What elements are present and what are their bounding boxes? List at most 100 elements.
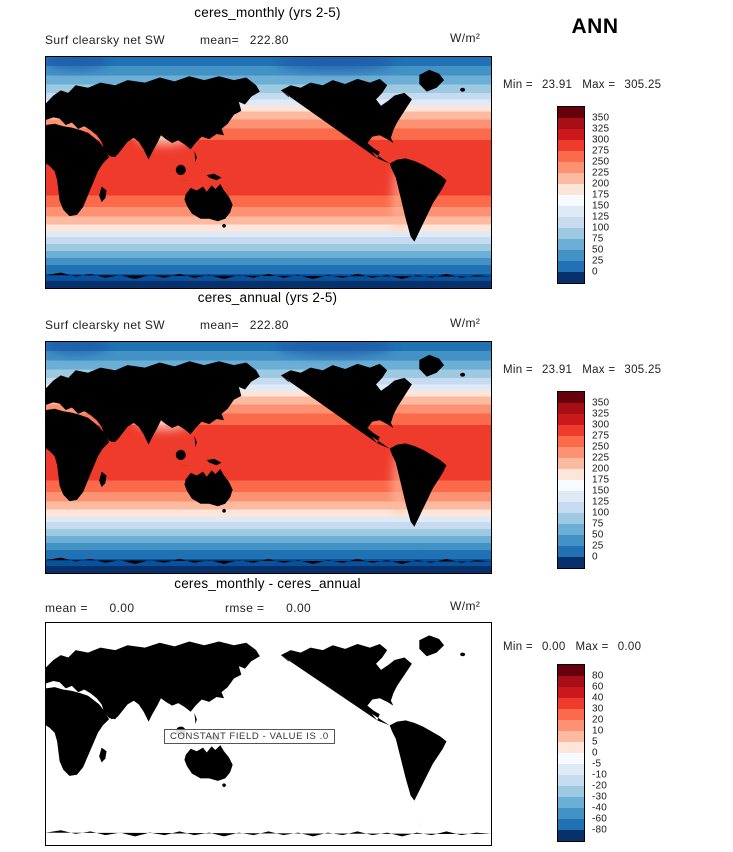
colorbar-segment (558, 458, 584, 469)
colorbar-tick-label: -20 (592, 780, 608, 792)
colorbar-segment (558, 107, 584, 118)
panel3-rmse-label: rmse = (225, 601, 265, 615)
colorbar-segment (558, 819, 584, 830)
colorbar-segment (558, 491, 584, 502)
map-dark-patch-arctic (277, 57, 394, 71)
panel1-units-label: W/m² (450, 31, 481, 45)
colorbar-tick-label: 40 (592, 692, 604, 704)
colorbar-tick-label: 80 (592, 670, 604, 682)
colorbar-tick-label: 125 (592, 496, 610, 508)
colorbar-tick-label: 300 (592, 134, 610, 146)
colorbar-segment (558, 217, 584, 228)
coastlines-svg (46, 69, 491, 280)
panel2-mean-value: 222.80 (249, 318, 289, 332)
panel3-mean-value: 0.00 (109, 601, 135, 615)
colorbar-segment (558, 272, 584, 283)
panel1-mean-label: mean= (200, 33, 240, 47)
colorbar-tick-label: 150 (592, 485, 610, 497)
colorbar-tick-label: 25 (592, 255, 604, 267)
colorbar-segment (558, 140, 584, 151)
panel3-max-label: Max = (575, 641, 609, 653)
colorbar-tick-label: 275 (592, 145, 610, 157)
panel2-mean: mean= 222.80 (200, 318, 289, 332)
colorbar-tick-label: 0 (592, 266, 598, 278)
panel1-field-label: Surf clearsky net SW (45, 33, 166, 47)
colorbar-segment (558, 502, 584, 513)
panel3-title: ceres_monthly - ceres_annual (174, 576, 361, 591)
colorbar-tick-label: -40 (592, 802, 608, 814)
panel1-title: ceres_monthly (yrs 2-5) (194, 5, 341, 20)
colorbar-segment (558, 173, 584, 184)
colorbar-tick-label: 325 (592, 408, 610, 420)
panel3-minmax: Min = 0.00 Max = 0.00 (503, 641, 641, 653)
colorbar-segment (558, 403, 584, 414)
colorbar-tick-label: 0 (592, 551, 598, 563)
colorbar-segment (558, 151, 584, 162)
colorbar-segment (558, 436, 584, 447)
colorbar-tick-label: 60 (592, 681, 604, 693)
colorbar-tick-label: 20 (592, 714, 604, 726)
colorbar-blocks (557, 664, 585, 842)
colorbar-tick-label: 225 (592, 452, 610, 464)
map-ceres-annual (45, 341, 492, 574)
map-pale-patch-andes (393, 450, 405, 516)
panel2-min-label: Min = (503, 364, 533, 376)
colorbar-segment (558, 469, 584, 480)
colorbar-segment (558, 184, 584, 195)
map-ceres-monthly (45, 56, 492, 289)
colorbar-tick-label: -60 (592, 813, 608, 825)
colorbar-segment (558, 808, 584, 819)
colorbar-segment (558, 118, 584, 129)
colorbar-tick-label: 100 (592, 507, 610, 519)
colorbar-tick-label: 175 (592, 189, 610, 201)
panel3-min-label: Min = (503, 641, 533, 653)
colorbar-tick-label: 50 (592, 244, 604, 256)
colorbar-segment (558, 447, 584, 458)
panel1-min-value: 23.91 (541, 79, 573, 91)
panel1-max-value: 305.25 (624, 79, 662, 91)
panel1-minmax: Min = 23.91 Max = 305.25 (503, 79, 661, 91)
colorbar-tick-label: 5 (592, 736, 598, 748)
panel1-max-label: Max = (582, 79, 616, 91)
colorbar-tick-label: 250 (592, 156, 610, 168)
colorbar-segment (558, 129, 584, 140)
constant-field-note: CONSTANT FIELD - VALUE IS .0 (164, 729, 335, 744)
season-label: ANN (571, 15, 619, 38)
colorbar-segment (558, 709, 584, 720)
panel3-rmse: rmse = 0.00 (225, 601, 311, 615)
colorbar-segment (558, 687, 584, 698)
colorbar-segment (558, 698, 584, 709)
colorbar-segment (558, 162, 584, 173)
colorbar-tick-label: 75 (592, 518, 604, 530)
colorbar-tick-label: 75 (592, 233, 604, 245)
panel2-field-label: Surf clearsky net SW (45, 318, 166, 332)
colorbar-segment (558, 250, 584, 261)
colorbar-tick-label: 50 (592, 529, 604, 541)
colorbar-segment (558, 261, 584, 272)
colorbar-blocks (557, 106, 585, 284)
colorbar-segment (558, 830, 584, 841)
colorbar-segment (558, 764, 584, 775)
panel2-units-label: W/m² (450, 316, 481, 330)
panel1-mean: mean= 222.80 (200, 33, 289, 47)
panel1-colorbar: 350 325 300 275 250 225 200 175 150 125 100 75 50 25 0 (557, 106, 629, 284)
colorbar-segment (558, 546, 584, 557)
colorbar-tick-label: -30 (592, 791, 608, 803)
colorbar-tick-label: 10 (592, 725, 604, 737)
colorbar-tick-label: 325 (592, 123, 610, 135)
colorbar-segment (558, 742, 584, 753)
panel3-rmse-value: 0.00 (286, 601, 312, 615)
map-difference: CONSTANT FIELD - VALUE IS .0 (45, 622, 492, 846)
colorbar-tick-label: 125 (592, 211, 610, 223)
colorbar-segment (558, 425, 584, 436)
panel2-minmax: Min = 23.91 Max = 305.25 (503, 364, 661, 376)
colorbar-segment (558, 414, 584, 425)
panel2-max-value: 305.25 (624, 364, 662, 376)
colorbar-segment (558, 524, 584, 535)
panel3-mean-label: mean = (45, 601, 88, 615)
panel2-min-value: 23.91 (541, 364, 573, 376)
colorbar-segment (558, 676, 584, 687)
colorbar-tick-label: 200 (592, 463, 610, 475)
panel3-max-value: 0.00 (617, 641, 642, 653)
panel2-max-label: Max = (582, 364, 616, 376)
